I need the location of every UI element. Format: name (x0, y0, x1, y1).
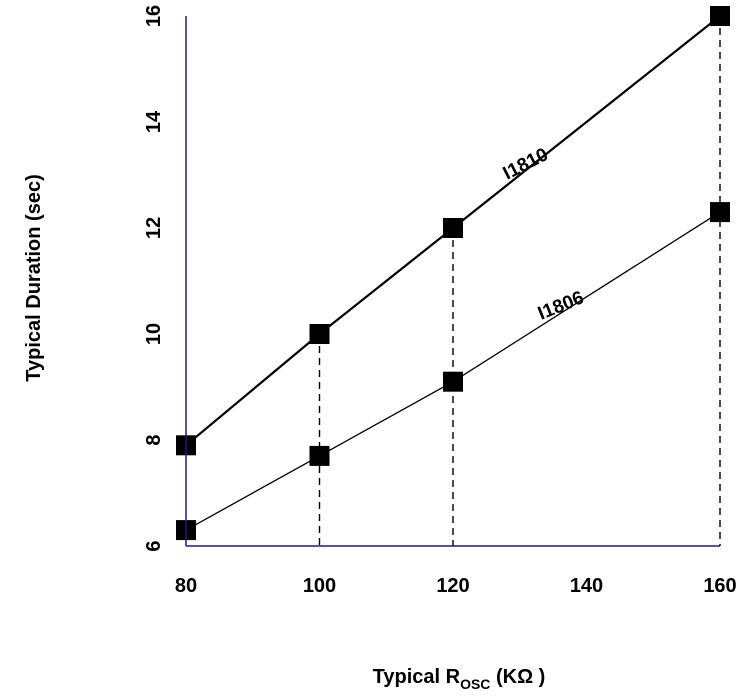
drop-lines (318, 16, 721, 546)
x-axis-title-suffix: (KΩ ) (490, 666, 545, 688)
x-tick-label: 80 (175, 575, 197, 597)
x-tick-label: 160 (703, 575, 736, 597)
data-point (309, 445, 330, 466)
series-label-i1810: I1810 (500, 144, 552, 184)
y-tick-label: 14 (143, 110, 165, 133)
x-tick-label: 140 (570, 575, 603, 597)
series-line-i1810 (185, 15, 721, 447)
x-axis-title-subscript: OSC (460, 676, 490, 692)
y-tick-label: 10 (143, 323, 165, 345)
y-tick-label: 12 (143, 217, 165, 239)
data-point (309, 324, 330, 344)
x-axis-title-prefix: Typical R (373, 666, 461, 688)
y-tick-labels: 6 8 10 12 14 16 (143, 5, 165, 552)
y-tick-label: 6 (143, 540, 165, 551)
x-axis-title: Typical ROSC (KΩ ) (373, 666, 546, 692)
data-point (710, 202, 730, 223)
x-tick-labels: 80 100 120 140 160 (175, 575, 737, 597)
data-point (443, 218, 463, 238)
series-label-i1806: I1806 (535, 287, 587, 324)
y-tick-label: 16 (143, 5, 165, 27)
markers (176, 6, 730, 541)
y-axis-title: Typical Duration (sec) (23, 174, 45, 381)
y-tick-label: 8 (143, 434, 165, 445)
x-tick-label: 120 (436, 575, 469, 597)
data-point (443, 371, 463, 392)
series-line-i1806 (185, 211, 721, 531)
data-point (710, 6, 730, 26)
x-tick-label: 100 (303, 575, 336, 597)
series-lines (185, 15, 721, 531)
